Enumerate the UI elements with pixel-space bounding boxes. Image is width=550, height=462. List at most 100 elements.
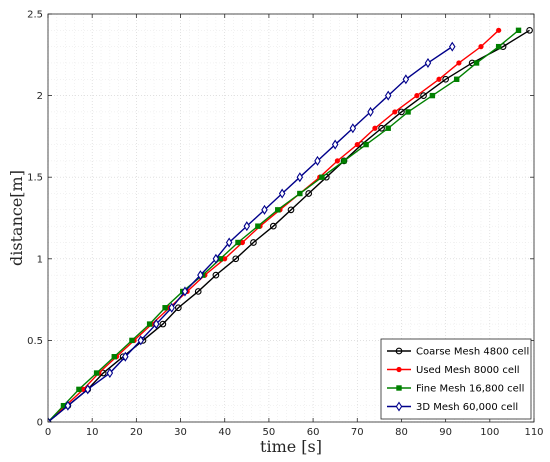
x-axis-label: time [s] — [260, 437, 322, 456]
x-tick-label: 50 — [263, 427, 276, 438]
data-point — [287, 206, 295, 214]
minor-grid — [48, 14, 534, 422]
legend-item: Used Mesh 8000 cell — [387, 365, 520, 376]
x-tick-label: 0 — [45, 427, 51, 438]
data-point — [385, 125, 391, 131]
data-point — [424, 57, 432, 68]
data-point — [122, 351, 129, 362]
data-point — [378, 124, 385, 132]
legend-item: 3D Mesh 60,000 cell — [387, 401, 518, 413]
data-point — [48, 416, 52, 422]
data-point — [243, 221, 251, 232]
data-point — [515, 27, 522, 34]
data-point — [212, 271, 220, 279]
data-point — [402, 74, 410, 85]
x-tick-label: 90 — [439, 427, 452, 438]
data-point — [392, 109, 398, 115]
legend-label: Coarse Mesh 4800 cell — [416, 347, 529, 358]
data-point — [314, 155, 321, 166]
data-point — [478, 44, 484, 50]
data-point — [152, 319, 160, 330]
series-3 — [48, 27, 522, 422]
data-point — [197, 270, 204, 281]
legend-swatch-marker — [395, 347, 403, 355]
x-tick-label: 10 — [86, 427, 99, 438]
data-point — [250, 239, 257, 246]
data-point — [129, 337, 135, 344]
data-point — [449, 41, 456, 52]
legend-item: Fine Mesh 16,800 cell — [387, 384, 524, 395]
data-point — [319, 174, 325, 180]
data-point — [64, 400, 72, 411]
x-tick-label: 80 — [395, 427, 408, 438]
x-tick-label: 60 — [307, 427, 320, 438]
data-point — [275, 207, 281, 213]
data-point — [526, 26, 533, 34]
data-point — [456, 60, 462, 66]
data-point — [367, 106, 374, 117]
series-layer — [48, 26, 533, 422]
data-point — [222, 256, 228, 262]
data-point — [354, 141, 360, 148]
data-point — [496, 27, 502, 33]
legend-swatch-marker — [395, 401, 403, 412]
y-tick-label: 1.5 — [27, 173, 43, 184]
data-point — [76, 386, 82, 393]
x-tick-label: 30 — [174, 427, 187, 438]
data-point — [305, 190, 313, 197]
data-point — [398, 108, 405, 116]
x-tick-label: 40 — [218, 427, 231, 438]
data-point — [473, 60, 480, 66]
data-point — [297, 190, 303, 197]
data-point — [363, 141, 369, 148]
y-tick-labels: 0 0.5 1 1.5 2 2.5 — [27, 10, 43, 429]
data-point — [261, 204, 268, 215]
data-point — [225, 237, 233, 248]
data-point — [194, 288, 202, 295]
data-point — [429, 92, 436, 99]
data-point — [269, 222, 277, 230]
data-point — [278, 188, 286, 199]
y-tick-label: 0.5 — [27, 336, 43, 347]
x-tick-labels: 0 10 20 30 40 50 60 70 80 90 100 110 — [45, 427, 544, 438]
y-tick-label: 0 — [37, 418, 43, 429]
x-tick-label: 110 — [524, 427, 543, 438]
legend-label: Fine Mesh 16,800 cell — [416, 384, 524, 395]
series-4 — [48, 41, 456, 422]
plot-frame — [47, 13, 535, 423]
data-point — [453, 76, 460, 82]
x-tick-label: 70 — [351, 427, 364, 438]
y-axis-label: distance[m] — [7, 170, 26, 266]
legend: Coarse Mesh 4800 cell Used Mesh 8000 cell… — [380, 338, 532, 420]
legend-label: 3D Mesh 60,000 cell — [416, 402, 518, 413]
data-point — [340, 157, 348, 165]
legend-swatch-marker — [396, 385, 402, 391]
data-point — [106, 368, 114, 379]
legend-swatch-marker — [396, 366, 402, 373]
x-tick-label: 100 — [480, 427, 499, 438]
data-point — [174, 304, 182, 312]
data-point — [255, 223, 261, 229]
data-point — [495, 43, 502, 50]
data-point — [341, 158, 347, 164]
y-tick-label: 1 — [37, 254, 43, 265]
data-point — [414, 93, 420, 99]
data-point — [442, 75, 449, 83]
data-point — [349, 123, 357, 134]
legend-box — [380, 338, 532, 420]
data-point — [235, 239, 241, 246]
data-point — [84, 384, 92, 395]
y-tick-label: 2 — [37, 91, 43, 102]
data-point — [331, 139, 339, 150]
data-point — [372, 125, 378, 131]
data-point — [420, 92, 427, 99]
series-line — [48, 46, 453, 422]
data-point — [111, 354, 117, 360]
legend-item: Coarse Mesh 4800 cell — [387, 347, 529, 358]
data-point — [168, 302, 175, 313]
data-point — [334, 158, 340, 164]
data-point — [146, 321, 153, 327]
data-point — [436, 76, 442, 82]
data-point — [212, 253, 220, 264]
